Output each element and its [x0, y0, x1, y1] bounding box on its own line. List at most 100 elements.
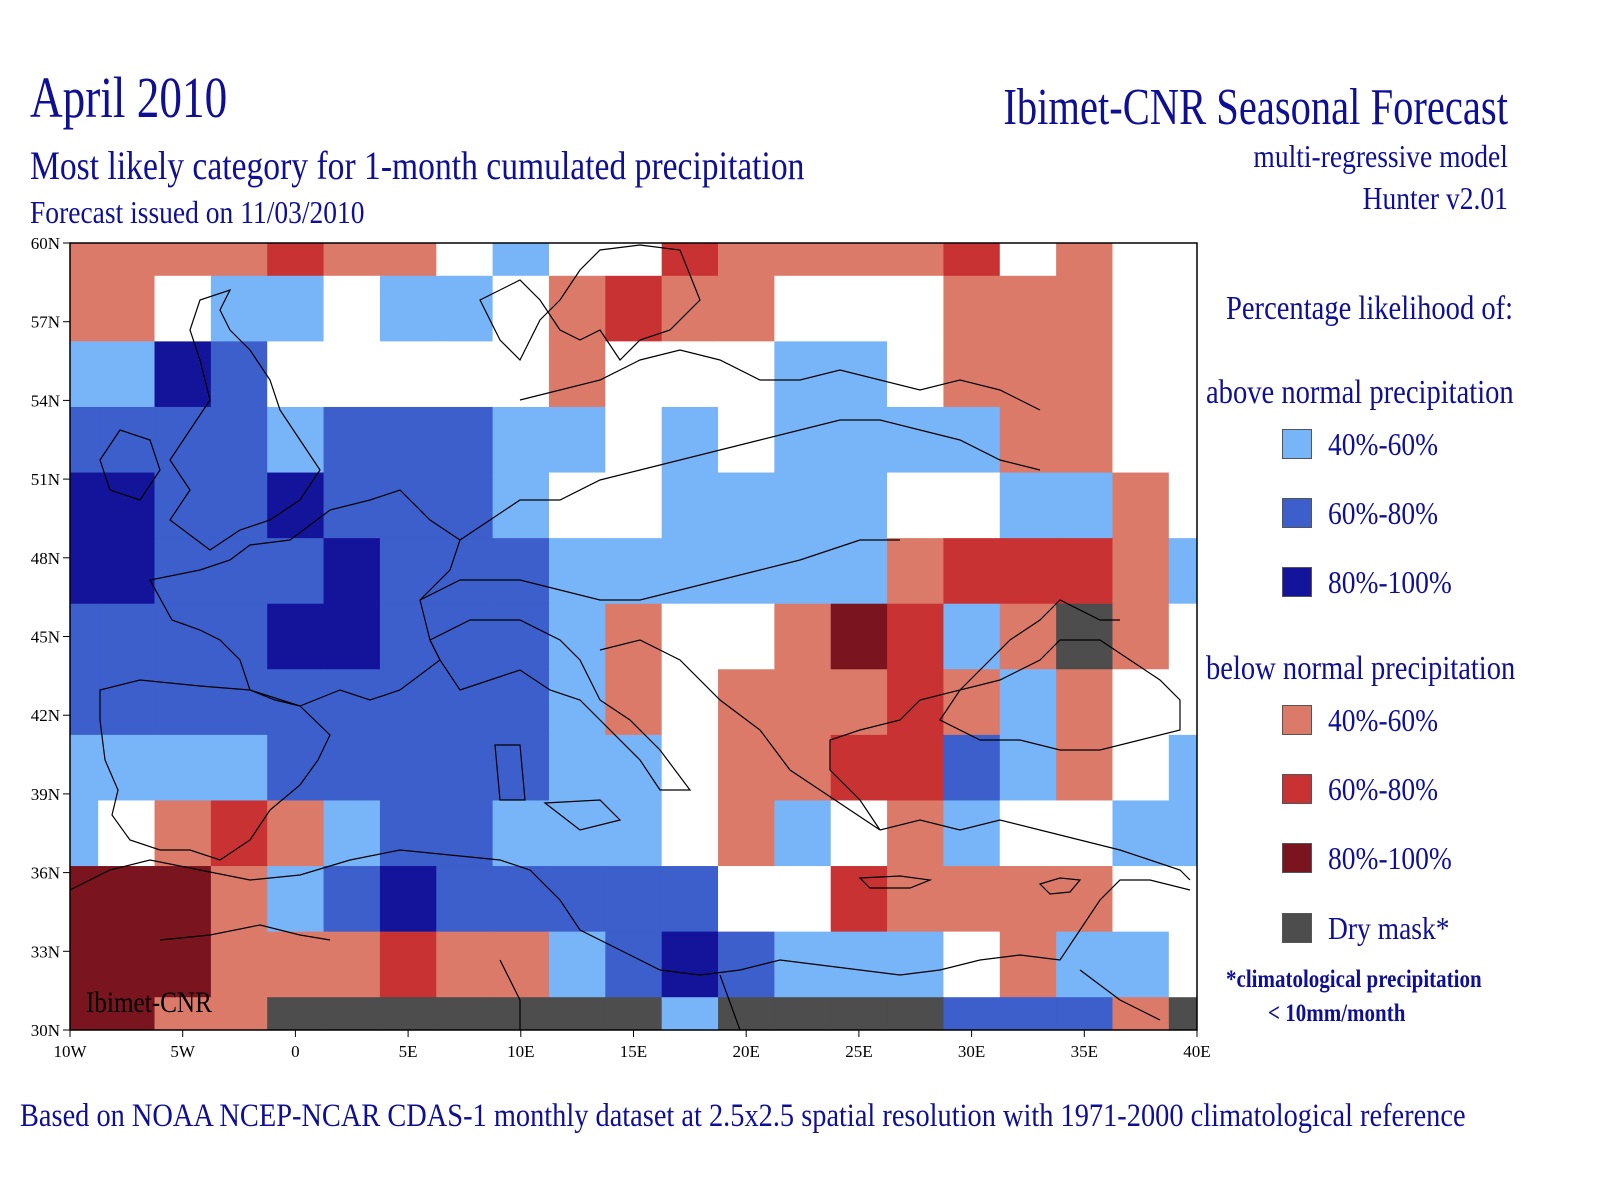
grid-cell — [1168, 538, 1198, 605]
grid-cell — [492, 406, 550, 474]
grid-cell — [70, 997, 99, 1031]
lon-tick-label: 20E — [733, 1042, 760, 1061]
grid-cell — [887, 275, 944, 342]
grid-cell — [70, 538, 99, 605]
grid-cell — [661, 341, 719, 408]
grid-cell — [323, 669, 381, 736]
grid-cell — [492, 603, 550, 670]
grid-cell — [323, 866, 381, 933]
grid-cell — [774, 931, 832, 998]
model-name: multi-regressive model — [1253, 138, 1508, 174]
legend-item-above-80-100: 80%-100% — [1282, 564, 1472, 600]
grid-cell — [154, 997, 212, 1031]
grid-cell — [999, 866, 1057, 933]
grid-cell — [774, 866, 832, 933]
grid-cell — [774, 472, 832, 539]
grid-cell — [1168, 472, 1198, 539]
grid-cell — [999, 603, 1057, 670]
grid-cell — [661, 406, 719, 474]
grid-cell — [154, 866, 212, 933]
grid-cell — [210, 669, 268, 736]
grid-cell — [605, 406, 663, 474]
grid-cell — [210, 931, 268, 998]
grid-cell — [436, 472, 494, 539]
grid-cell — [605, 538, 663, 605]
grid-cell — [1056, 406, 1113, 474]
grid-cell — [999, 800, 1057, 867]
legend-label: 60%-80% — [1328, 494, 1439, 531]
legend-label: 40%-60% — [1328, 701, 1439, 738]
grid-cell — [830, 275, 888, 342]
legend-swatch — [1282, 498, 1312, 528]
grid-cell — [605, 472, 663, 539]
grid-cell — [492, 538, 550, 605]
lon-tick-label: 40E — [1183, 1042, 1210, 1061]
grid-cell — [323, 800, 381, 867]
grid-cell — [887, 406, 944, 474]
grid-cell — [548, 603, 606, 670]
grid-cell — [661, 669, 719, 736]
grid-cell — [154, 603, 212, 670]
grid-cell — [1168, 866, 1198, 933]
grid-cell — [718, 997, 775, 1031]
grid-cell — [774, 275, 832, 342]
grid-cell — [605, 800, 663, 867]
grid-cell — [887, 538, 944, 605]
lon-tick-label: 5E — [399, 1042, 418, 1061]
lat-tick-label: 42N — [31, 706, 60, 725]
data-source-footer: Based on NOAA NCEP-NCAR CDAS-1 monthly d… — [20, 1098, 1466, 1134]
grid-cell — [774, 603, 832, 670]
grid-cell — [154, 472, 212, 539]
grid-cell — [605, 931, 663, 998]
grid-cell — [605, 669, 663, 736]
grid-cell — [323, 341, 381, 408]
grid-cell — [436, 734, 494, 801]
grid-cell — [548, 472, 606, 539]
grid-cell — [98, 243, 156, 277]
legend-swatch — [1282, 429, 1312, 459]
lon-tick-label: 10E — [507, 1042, 534, 1061]
grid-cell — [943, 931, 1001, 998]
grid-cell — [1112, 997, 1170, 1031]
grid-cell — [999, 472, 1057, 539]
grid-cell — [943, 866, 1001, 933]
grid-cell — [154, 243, 212, 277]
grid-cell — [830, 472, 888, 539]
legend-heading: Percentage likelihood of: — [1226, 290, 1514, 327]
grid-cell — [1056, 603, 1113, 670]
grid-cell — [830, 603, 888, 670]
grid-cell — [154, 800, 212, 867]
grid-cell — [492, 931, 550, 998]
grid-cell — [548, 243, 606, 277]
grid-cell — [436, 538, 494, 605]
grid-cell — [70, 472, 99, 539]
grid-cell — [323, 931, 381, 998]
grid-cell — [70, 866, 99, 933]
grid-cell — [323, 472, 381, 539]
grid-cell — [943, 669, 1001, 736]
grid-cell — [830, 406, 888, 474]
grid-cell — [436, 931, 494, 998]
grid-cell — [548, 800, 606, 867]
grid-cell — [943, 275, 1001, 342]
grid-cell — [154, 275, 212, 342]
legend-above-heading: above normal precipitation — [1206, 374, 1514, 411]
grid-cell — [70, 669, 99, 736]
grid-cell — [492, 866, 550, 933]
longitude-axis: 10W 5W 0 5E 10E 15E 20E 25E 30E 35E 40E — [53, 1030, 1211, 1061]
grid-cell — [1112, 603, 1170, 670]
grid-cell — [379, 603, 437, 670]
grid-cell — [943, 341, 1001, 408]
grid-cell — [1056, 931, 1113, 998]
dry-mask-note: *climatological precipitation — [1226, 966, 1482, 993]
grid-cell — [887, 341, 944, 408]
grid-cell — [718, 800, 775, 867]
grid-cell — [661, 538, 719, 605]
grid-cell — [605, 603, 663, 670]
grid-cell — [98, 275, 156, 342]
coastlines — [69, 244, 1191, 1031]
grid-cell — [379, 866, 437, 933]
grid-cell — [1056, 341, 1113, 408]
grid-cell — [436, 669, 494, 736]
legend-below-heading: below normal precipitation — [1206, 650, 1516, 687]
